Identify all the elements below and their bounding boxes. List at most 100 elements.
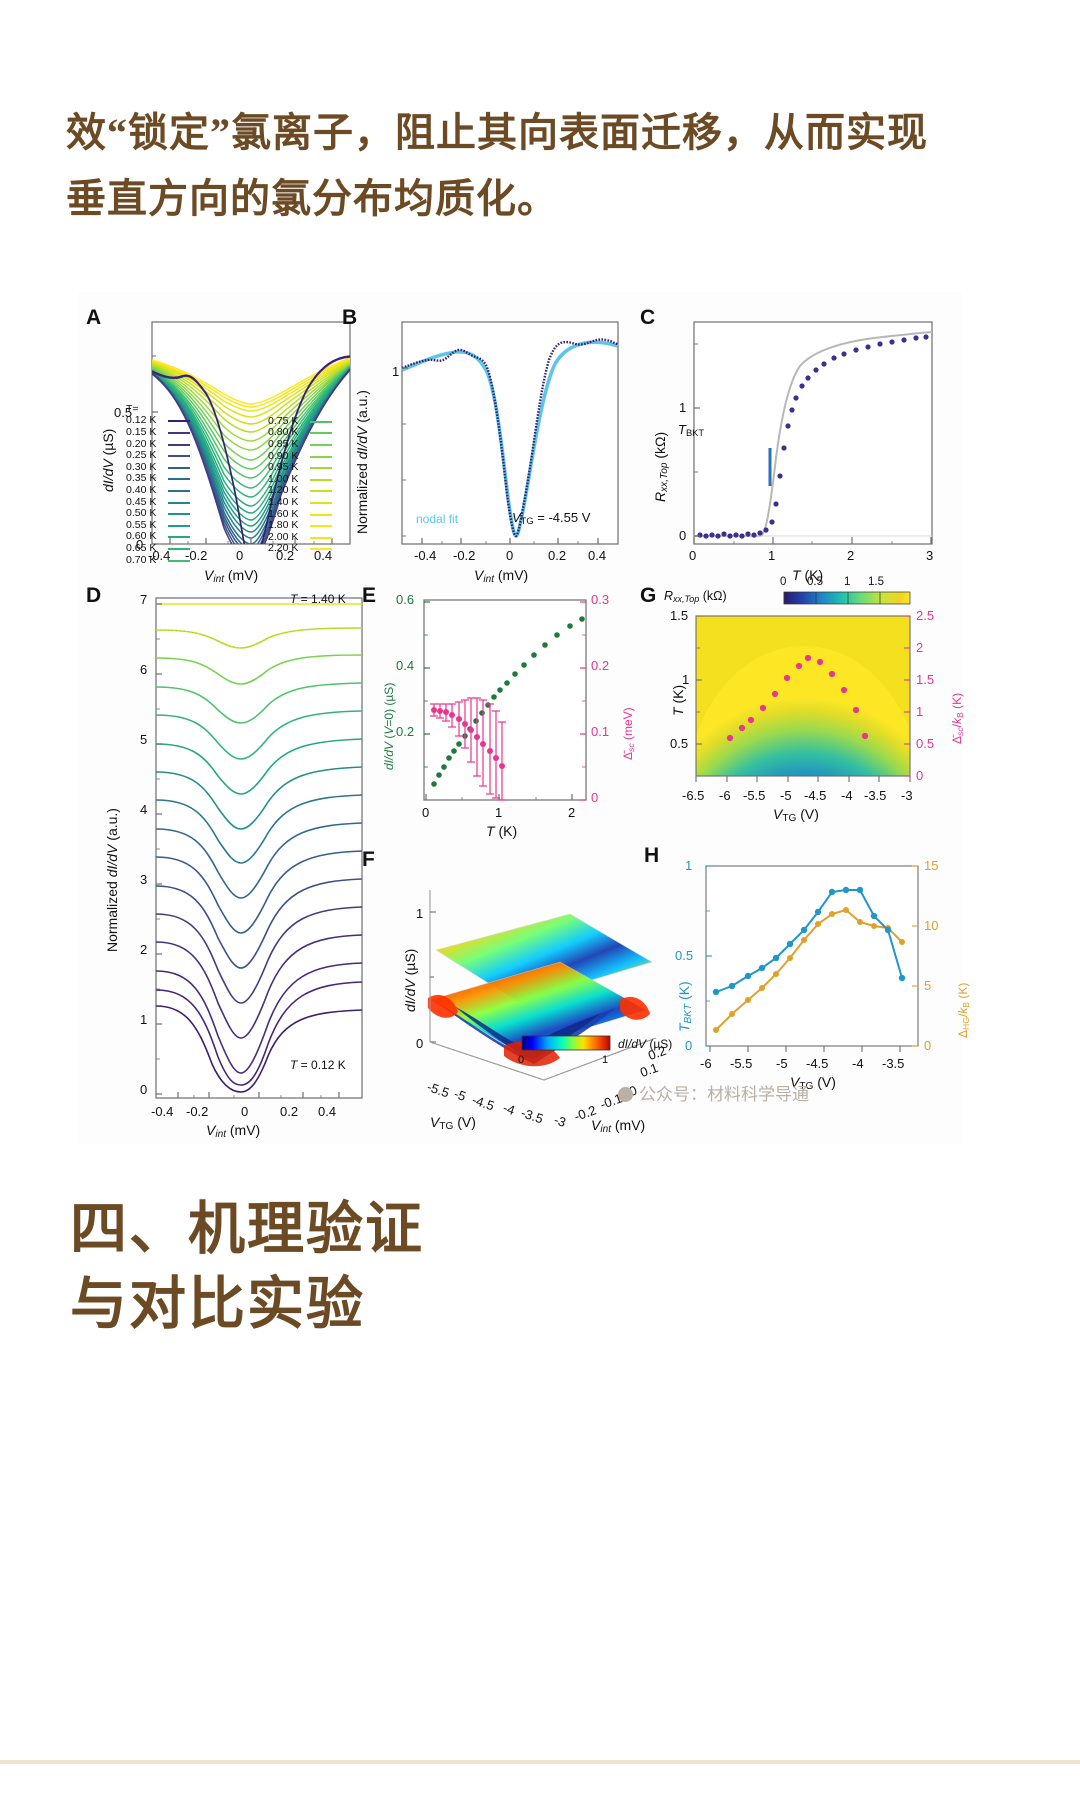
- section-heading-line1: 四、机理验证: [70, 1198, 424, 1261]
- panel-d-ytick-4: 3: [140, 872, 148, 887]
- panel-b-fit-label: nodal fit: [416, 512, 459, 526]
- legend-item: 0.55 K: [126, 519, 190, 532]
- panel-e-ytick-r3: 0: [591, 790, 599, 805]
- panel-b-gate-label: VTG = -4.55 V: [512, 510, 591, 527]
- panel-h-ytick-r3: 0: [924, 1038, 932, 1053]
- panel-g-xtick-2: -5.5: [743, 788, 766, 803]
- panel-a-ylabel: dI/dV (µS): [100, 428, 116, 492]
- legend-item: 2.00 K: [268, 531, 332, 544]
- panel-a-xtick-0: -0.4: [148, 548, 171, 563]
- panel-h-xtick-3: -4.5: [806, 1056, 829, 1071]
- panel-label-b: B: [342, 306, 358, 329]
- legend-item: 0.75 K: [268, 415, 332, 428]
- bottom-divider: [0, 1760, 1080, 1764]
- panel-d-xtick-4: 0.4: [318, 1104, 337, 1119]
- panel-label-e: E: [362, 584, 377, 607]
- panel-h-ytick-l2: 0: [685, 1038, 693, 1053]
- panel-h-xtick-0: -6: [700, 1056, 712, 1071]
- panel-b-xtick-3: 0.2: [548, 548, 567, 563]
- legend-item: 0.45 K: [126, 496, 190, 509]
- panel-e-xtick-2: 2: [568, 805, 576, 820]
- legend-title: T=: [126, 402, 139, 415]
- panel-g-ytick-r2: 1.5: [916, 672, 935, 687]
- panel-g-cbtick-2: 1: [844, 576, 851, 588]
- legend-item: 0.30 K: [126, 461, 190, 474]
- panel-c-xtick-0: 0: [689, 548, 697, 563]
- panel-e-ytick-l2: 0.2: [396, 724, 415, 739]
- panel-h-plot: [705, 865, 919, 1052]
- panel-d-ytick-6: 1: [140, 1012, 148, 1027]
- panel-c-ylabel: Rxx,Top (kΩ): [652, 431, 671, 502]
- panel-d-xlabel: Vint (mV): [206, 1122, 261, 1141]
- panel-b-ylabel: Normalized dI/dV (a.u.): [354, 390, 370, 534]
- legend-item: 0.15 K: [126, 426, 190, 439]
- panel-h-xtick-1: -5.5: [730, 1056, 753, 1071]
- panel-g-ytick-r1: 2: [916, 640, 924, 655]
- panel-e-xtick-1: 1: [495, 805, 503, 820]
- panel-d-plot: [155, 597, 363, 1099]
- panel-e-ylabel-left: dI/dV (V=0) (µS): [382, 682, 396, 770]
- panel-b-xtick-1: -0.2: [453, 548, 476, 563]
- panel-d-ytick-2: 5: [140, 732, 148, 747]
- panel-b-xlabel: Vint (mV): [474, 567, 529, 586]
- panel-a-xlabel: Vint (mV): [204, 567, 259, 586]
- legend-item: 0.70 K: [126, 554, 190, 567]
- legend-item: 0.12 K: [126, 414, 190, 428]
- panel-h-ytick-r1: 10: [924, 918, 939, 933]
- panel-g-cbtick-3: 1.5: [868, 576, 884, 588]
- panel-g-ytick-r4: 0.5: [916, 736, 935, 751]
- panel-g-ytick-r5: 0: [916, 768, 924, 783]
- panel-e-ytick-l0: 0.6: [396, 592, 415, 607]
- panel-h-ytick-l1: 0.5: [675, 948, 694, 963]
- panel-e-plot: [423, 599, 587, 801]
- panel-g-xtick-7: -3: [901, 788, 913, 803]
- panel-e-ylabel-right: Δ̄sc (meV): [621, 707, 636, 760]
- panel-d-bottom-temp-label: T = 0.12 K: [290, 1058, 346, 1072]
- panel-d-ytick-3: 4: [140, 802, 148, 817]
- panel-g-xtick-3: -5: [780, 788, 792, 803]
- panel-c-tbkt-label: TBKT: [678, 422, 705, 439]
- panel-b-xtick-4: 0.4: [588, 548, 607, 563]
- panel-g-xlabel: VTG (V): [773, 806, 819, 825]
- panel-f-zlabel: dI/dV (µS): [402, 948, 418, 1012]
- panel-h-ylabel-left: TBKT (K): [676, 981, 695, 1032]
- legend-item: 1.40 K: [268, 496, 332, 509]
- panel-e-xtick-0: 0: [422, 805, 430, 820]
- panel-c-ytick-1: 0: [679, 528, 687, 543]
- panel-g-cb-title: Rxx,Top (kΩ): [664, 589, 727, 604]
- panel-h-ytick-l0: 1: [685, 858, 693, 873]
- panel-c-ytick-0: 1: [679, 400, 687, 415]
- panel-a-ytick-0: 0.5: [114, 405, 133, 420]
- panel-g-xtick-4: -4.5: [804, 788, 827, 803]
- panel-h-ytick-r0: 15: [924, 858, 939, 873]
- legend-item: 1.80 K: [268, 519, 332, 532]
- panel-g-ytick-l0: 1.5: [670, 608, 689, 623]
- panel-g-cbtick-1: 0.5: [807, 576, 823, 588]
- panel-f-ztick-1: 0: [416, 1036, 424, 1051]
- panel-f-ztick-0: 1: [416, 906, 424, 921]
- panel-c-plot: [693, 321, 933, 545]
- panel-d-top-temp-label: T = 1.40 K: [290, 592, 346, 606]
- legend-item: 2.20 K: [268, 542, 332, 556]
- panel-c-xlabel-3: 3: [926, 548, 934, 563]
- watermark: 公众号：材料科学导通: [618, 1080, 809, 1105]
- panel-d-ylabel: Normalized dI/dV (a.u.): [104, 808, 120, 952]
- panel-d-ytick-1: 6: [140, 662, 148, 677]
- panel-label-c: C: [640, 306, 656, 329]
- panel-b-xtick-2: 0: [506, 548, 514, 563]
- legend-item: 0.65 K: [126, 542, 190, 555]
- panel-h-ylabel-right: ΔHG/kB (K): [956, 982, 971, 1038]
- panel-e-ytick-l1: 0.4: [396, 658, 415, 673]
- legend-item: 1.20 K: [268, 484, 332, 498]
- panel-label-h: H: [644, 844, 660, 867]
- panel-g-xtick-0: -6.5: [682, 788, 705, 803]
- article-paragraph: 效“锁定”氯离子，阻止其向表面迁移，从而实现垂直方向的氯分布均质化。: [66, 110, 928, 221]
- panel-g-ytick-l2: 0.5: [670, 736, 689, 751]
- panel-f-cb-tick-1: 1: [602, 1054, 609, 1066]
- legend-item: 0.95 K: [268, 461, 332, 474]
- watermark-icon: [618, 1087, 633, 1102]
- panel-f-plot: [428, 890, 657, 1081]
- panel-b-plot: [401, 321, 619, 545]
- panel-e-ytick-r1: 0.2: [591, 658, 610, 673]
- legend-item: 0.50 K: [126, 507, 190, 520]
